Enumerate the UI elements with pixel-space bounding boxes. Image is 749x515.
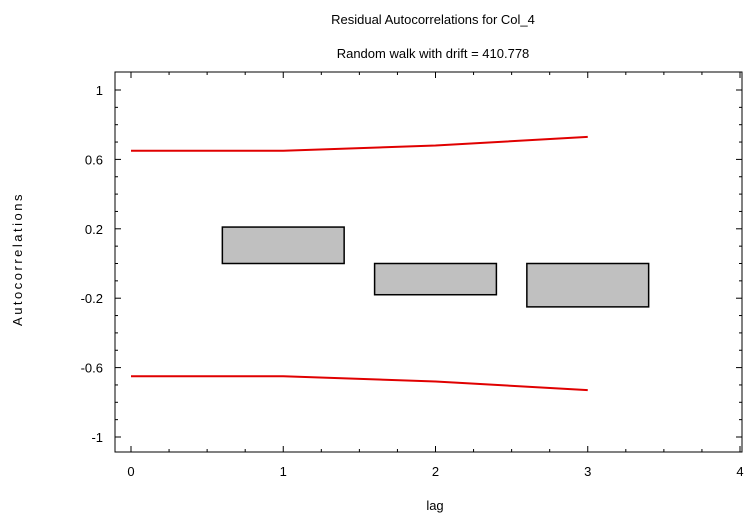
autocorrelation-bar-lag-2 (373, 262, 498, 296)
x-tick-label: 3 (584, 464, 591, 479)
x-tick-label: 0 (127, 464, 134, 479)
x-axis-label: lag (426, 498, 443, 513)
axis-ticks (115, 72, 742, 452)
tick-labels-layer: 0 1 2 3 4 1 0.6 0.2 -0.2 -0.6 -1 (81, 83, 744, 479)
y-tick-label: 0.2 (85, 222, 103, 237)
y-axis-label: Autocorrelations (10, 192, 25, 326)
x-tick-label: 4 (736, 464, 743, 479)
y-tick-label: -0.6 (81, 361, 103, 376)
bars-layer (221, 226, 650, 308)
chart-subtitle: Random walk with drift = 410.778 (337, 46, 530, 61)
confidence-limits-layer (131, 135, 588, 392)
y-tick-label: 1 (96, 83, 103, 98)
chart-title: Residual Autocorrelations for Col_4 (331, 12, 535, 27)
autocorrelation-bar-lag-3 (526, 262, 650, 308)
autocorrelation-bar-lag-1 (221, 226, 345, 265)
y-tick-label: -0.2 (81, 291, 103, 306)
upper-probability-limit-line (131, 135, 588, 152)
y-tick-label: 0.6 (85, 152, 103, 167)
plot-area-frame (114, 71, 743, 453)
x-tick-label: 2 (432, 464, 439, 479)
x-tick-label: 1 (280, 464, 287, 479)
lower-probability-limit-line (131, 375, 588, 392)
y-tick-label: -1 (91, 430, 103, 445)
